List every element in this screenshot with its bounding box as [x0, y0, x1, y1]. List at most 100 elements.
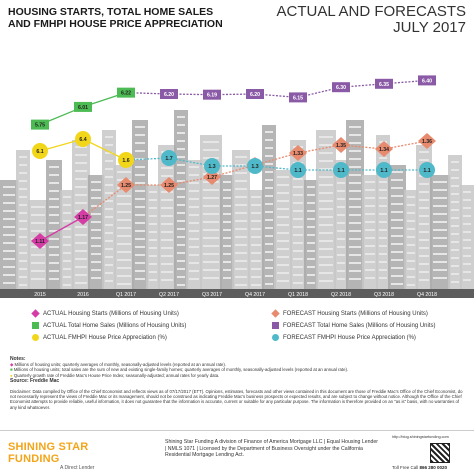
building-window	[189, 222, 199, 224]
building-window	[407, 260, 415, 262]
sales-data-point	[160, 89, 178, 99]
building-window	[293, 178, 303, 180]
building-window	[419, 239, 429, 241]
data-label: 6.20	[250, 92, 260, 98]
building-window	[177, 260, 185, 262]
sales-data-point	[74, 101, 92, 112]
building-window	[419, 159, 429, 161]
building-window	[349, 134, 361, 136]
building-window	[365, 245, 375, 247]
building-window	[251, 212, 261, 214]
fmhpi-data-point	[290, 162, 306, 178]
building-window	[3, 282, 15, 284]
building-window	[265, 283, 273, 285]
disclaimer: Disclaimer: Data compiled by Office of t…	[10, 389, 463, 410]
building-window	[365, 213, 375, 215]
building-window	[307, 194, 315, 196]
building-window	[135, 142, 145, 144]
building-window	[349, 254, 361, 256]
building-window	[177, 196, 185, 198]
x-tick-label: Q4 2017	[245, 292, 265, 298]
building-window	[105, 240, 113, 242]
building-window	[433, 269, 447, 271]
building-window	[307, 234, 315, 236]
building-window	[63, 284, 71, 286]
building-window	[235, 228, 247, 230]
building-window	[349, 182, 361, 184]
building-window	[419, 255, 429, 257]
building-window	[307, 210, 315, 212]
series-line-segment	[211, 164, 256, 178]
building-window	[75, 226, 87, 228]
purple-square-icon	[272, 322, 279, 329]
building-window	[407, 276, 415, 278]
building-window	[161, 255, 173, 257]
building-window	[189, 270, 199, 272]
building-window	[407, 252, 415, 254]
building-window	[349, 246, 361, 248]
building-window	[251, 268, 261, 270]
building-window	[203, 253, 219, 255]
building-window	[203, 229, 219, 231]
building-window	[135, 174, 145, 176]
toll-free-number[interactable]: 866 280 0020	[419, 465, 448, 470]
building-window	[223, 213, 231, 215]
building-window	[319, 240, 333, 242]
fmhpi-data-point	[75, 131, 91, 147]
building-window	[379, 253, 387, 255]
building-window	[293, 226, 303, 228]
building-window	[189, 190, 199, 192]
website-link[interactable]: http://blog.shiningstarfunding.com	[392, 435, 449, 439]
building-window	[391, 259, 403, 261]
building-window	[379, 245, 387, 247]
building-window	[135, 254, 145, 256]
building-window	[189, 278, 199, 280]
qr-code-icon[interactable]	[430, 443, 450, 463]
building-window	[203, 189, 219, 191]
building-window	[319, 184, 333, 186]
building-window	[433, 197, 447, 199]
building-window	[451, 225, 459, 227]
building-window	[177, 132, 185, 134]
building-window	[149, 191, 157, 193]
building-window	[203, 261, 219, 263]
building-window	[105, 224, 113, 226]
building-window	[419, 263, 429, 265]
building-window	[105, 136, 113, 138]
building-shape	[132, 120, 148, 290]
building-shape	[404, 190, 418, 290]
building-window	[19, 196, 27, 198]
building-window	[3, 258, 15, 260]
building-window	[189, 166, 199, 168]
building-window	[117, 243, 131, 245]
building-window	[337, 270, 345, 272]
building-window	[235, 156, 247, 158]
building-window	[177, 148, 185, 150]
data-label: 6.40	[422, 78, 432, 84]
building-window	[319, 192, 333, 194]
building-window	[293, 210, 303, 212]
building-window	[463, 239, 471, 241]
x-tick-label: Q1 2017	[116, 292, 136, 298]
building-window	[391, 275, 403, 277]
building-window	[391, 267, 403, 269]
building-window	[235, 180, 247, 182]
building-window	[235, 276, 247, 278]
building-window	[265, 171, 273, 173]
building-window	[307, 202, 315, 204]
building-window	[451, 193, 459, 195]
building-window	[49, 190, 59, 192]
building-window	[463, 255, 471, 257]
building-window	[203, 245, 219, 247]
building-window	[189, 198, 199, 200]
building-window	[223, 253, 231, 255]
note-text: Millions of housing units; total sales a…	[13, 367, 349, 373]
building-window	[63, 212, 71, 214]
building-shape	[186, 160, 202, 290]
building-window	[379, 157, 387, 159]
building-window	[177, 204, 185, 206]
x-tick-label: Q2 2017	[159, 292, 179, 298]
building-window	[117, 267, 131, 269]
building-window	[19, 244, 27, 246]
building-window	[31, 254, 45, 256]
